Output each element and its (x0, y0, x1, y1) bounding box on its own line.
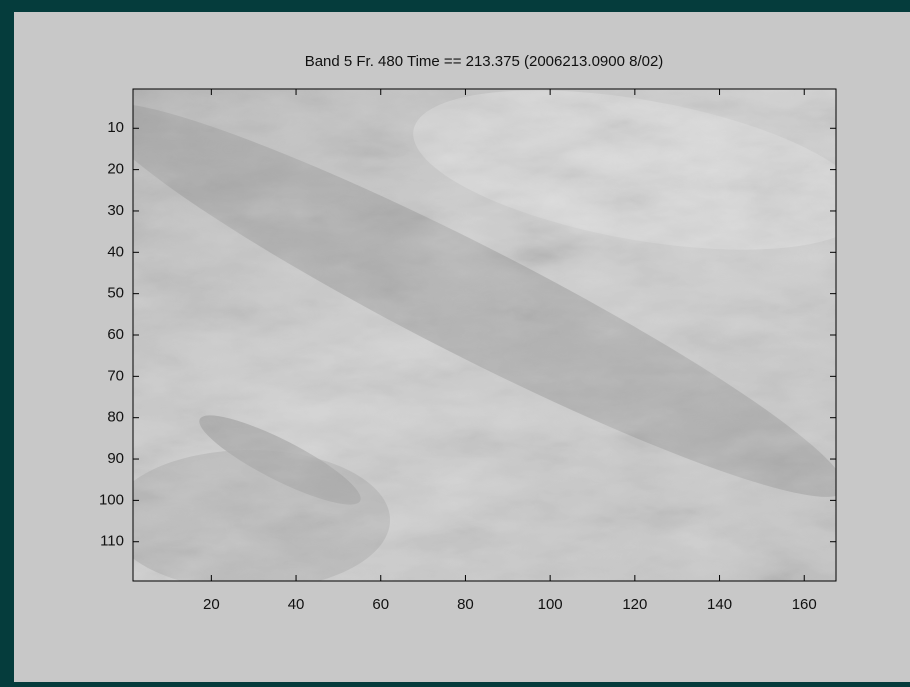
x-tick-label: 40 (288, 596, 305, 613)
y-tick-label: 100 (99, 491, 124, 508)
x-tick-label: 80 (457, 596, 474, 613)
y-tick-label: 50 (107, 285, 124, 302)
x-tick-label: 160 (792, 596, 817, 613)
x-tick-label: 100 (538, 596, 563, 613)
y-tick-label: 70 (107, 367, 124, 384)
page: {"chart_data": {"type": "image", "title"… (0, 0, 910, 682)
y-tick-label: 90 (107, 450, 124, 467)
y-tick-label: 80 (107, 409, 124, 426)
y-tick-label: 60 (107, 326, 124, 343)
chart-title: Band 5 Fr. 480 Time == 213.375 (2006213.… (305, 53, 664, 70)
y-tick-label: 30 (107, 202, 124, 219)
y-tick-label: 10 (107, 119, 124, 136)
x-tick-label: 60 (372, 596, 389, 613)
x-tick-label: 20 (203, 596, 220, 613)
figure-window: Band 5 Fr. 480 Time == 213.375 (2006213.… (0, 0, 910, 682)
x-tick-label: 120 (622, 596, 647, 613)
x-tick-label: 140 (707, 596, 732, 613)
y-tick-label: 20 (107, 161, 124, 178)
image (71, 60, 879, 590)
y-tick-label: 40 (107, 243, 124, 260)
y-tick-label: 110 (100, 533, 124, 550)
